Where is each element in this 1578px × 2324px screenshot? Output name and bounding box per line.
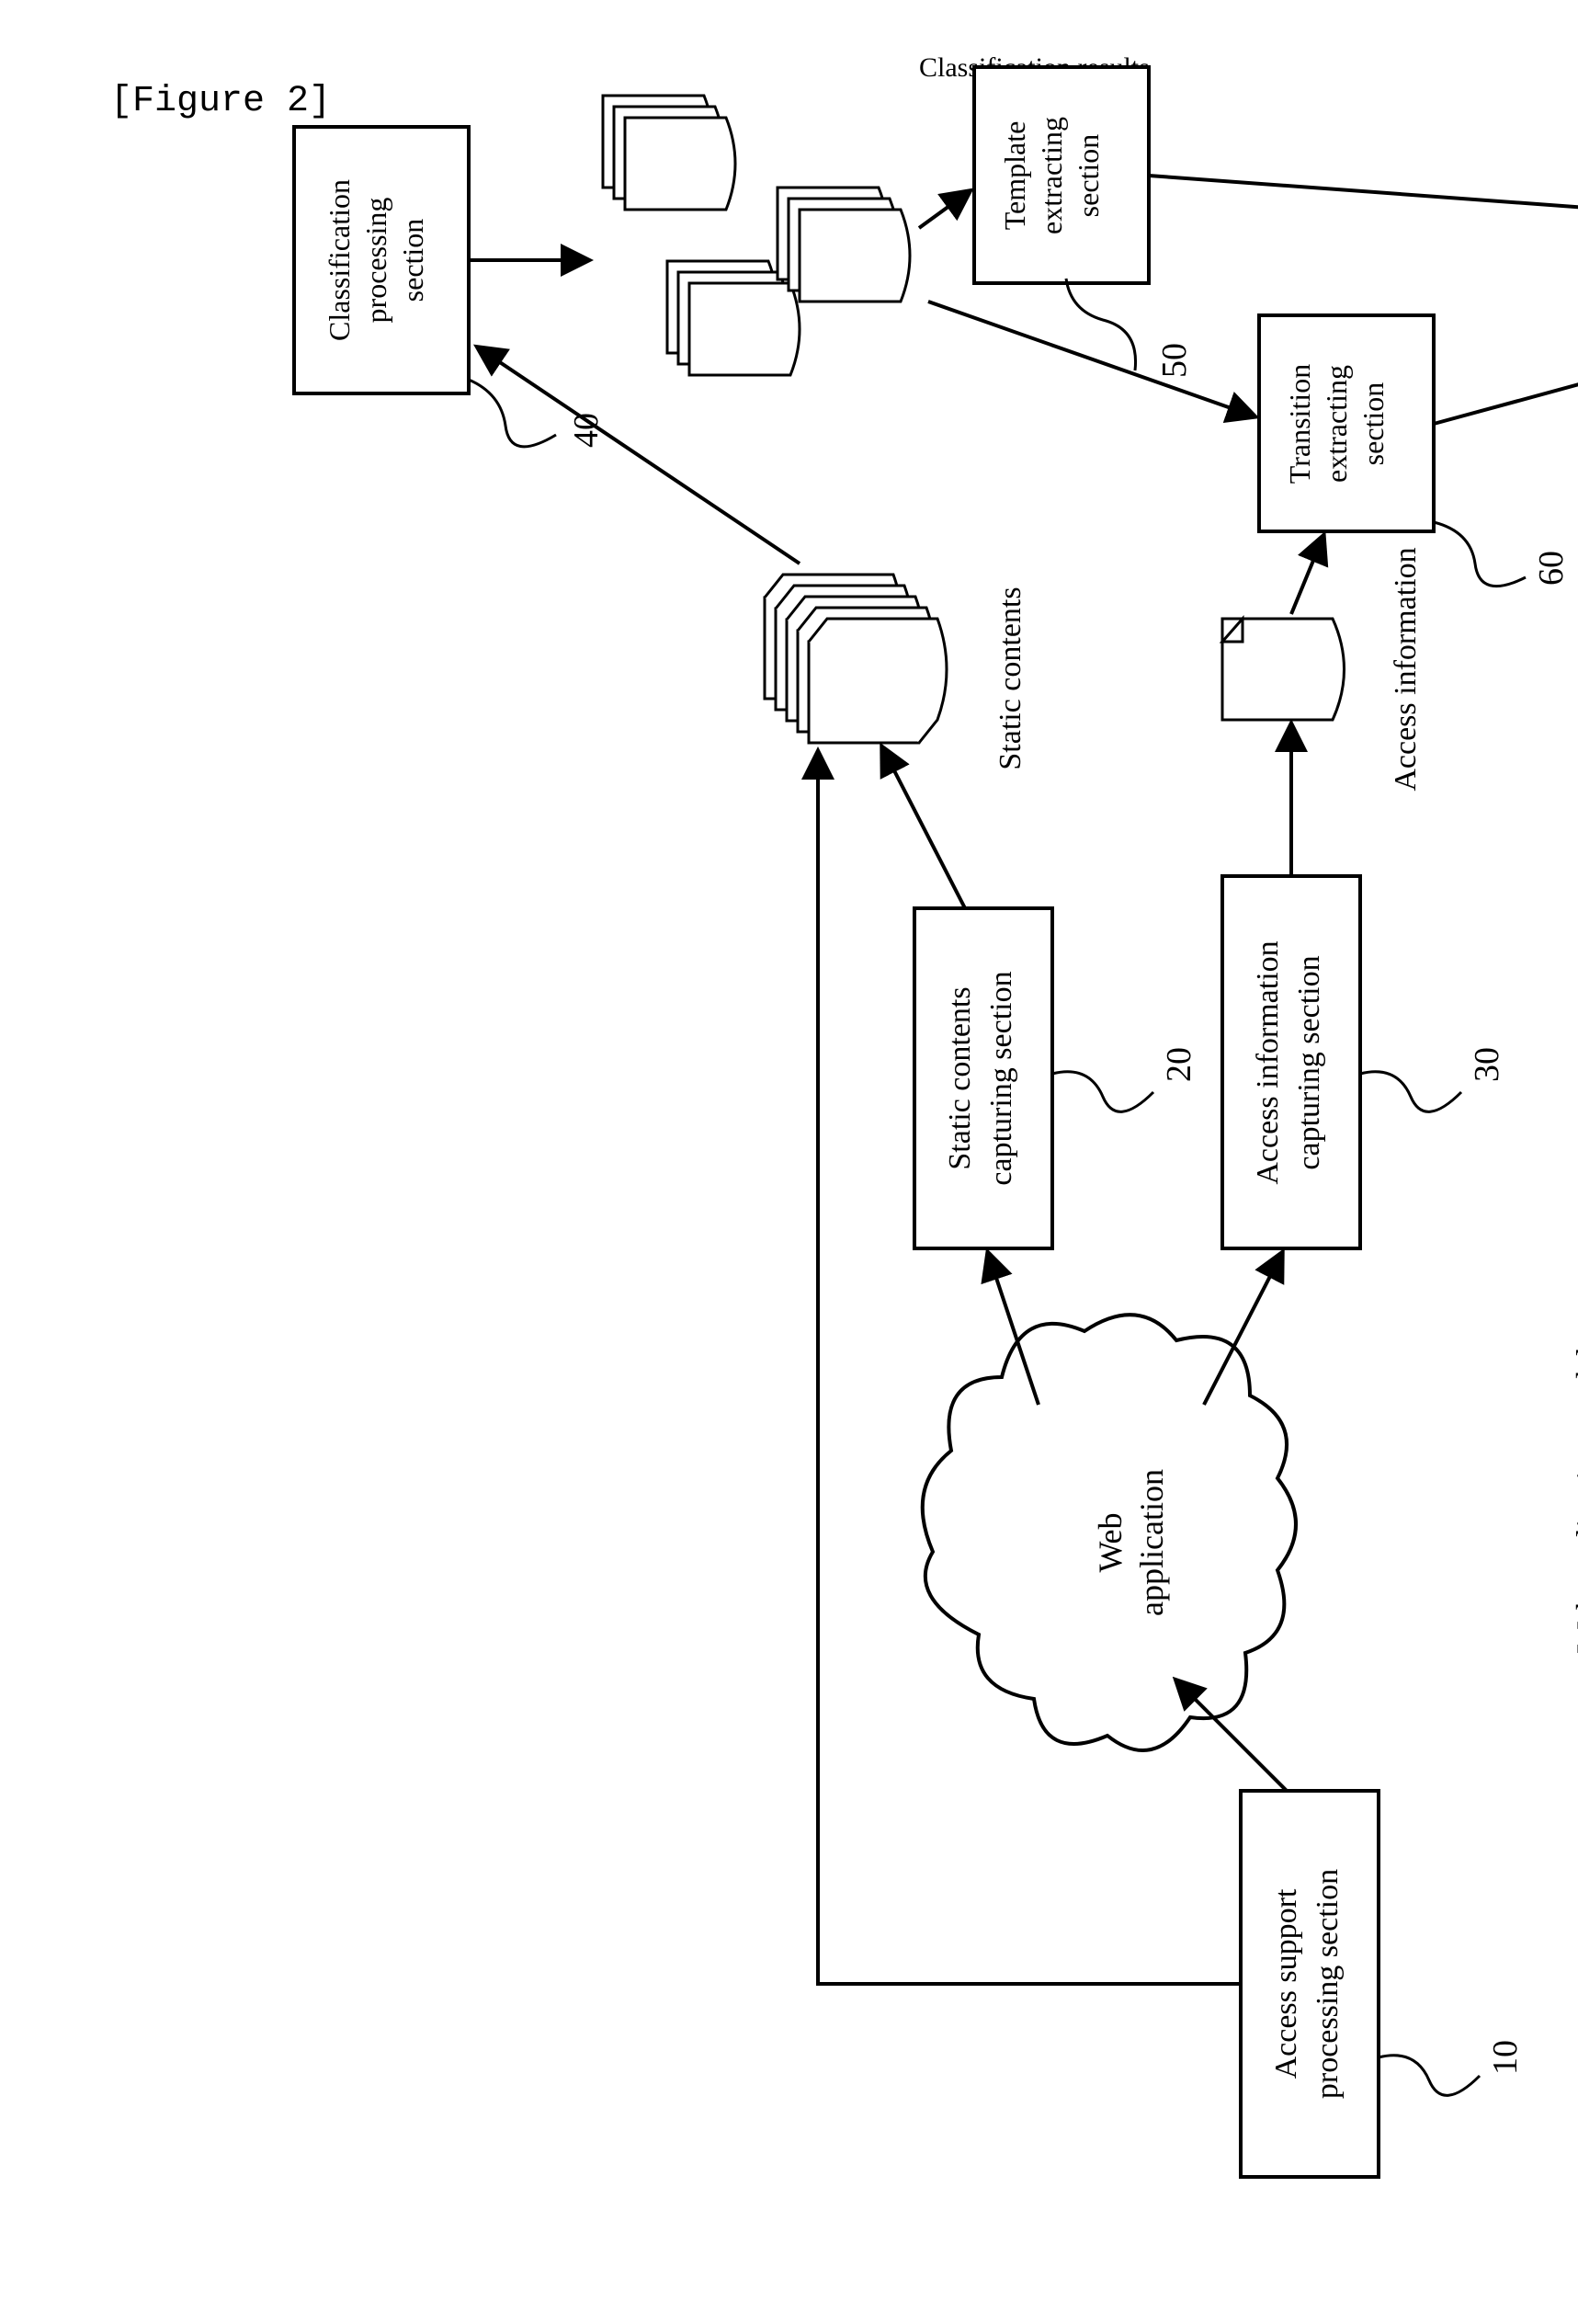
access-info-capture-box: Access information capturing section xyxy=(1222,876,1360,1248)
template-line3: section xyxy=(1072,134,1105,218)
static-capture-line1: Static contents xyxy=(943,986,977,1169)
cloud-line1: Web xyxy=(1092,1512,1129,1572)
transition-line2: extracting xyxy=(1320,365,1353,483)
static-capture-line2: capturing section xyxy=(984,971,1018,1185)
leader-50 xyxy=(1066,279,1136,370)
leader-60 xyxy=(1434,522,1526,587)
num-30: 30 xyxy=(1468,1047,1506,1082)
access-info-label: Access information xyxy=(1389,547,1423,791)
template-box: Template extracting section xyxy=(974,67,1149,283)
transition-line3: section xyxy=(1357,382,1390,466)
arrow-results-to-60 xyxy=(928,302,1254,416)
num-50: 50 xyxy=(1155,343,1194,378)
static-contents-label: Static contents xyxy=(993,587,1027,769)
classif-line3: section xyxy=(396,219,429,302)
classification-box: Classification processing section xyxy=(294,127,469,393)
leader-30 xyxy=(1360,1072,1461,1112)
static-contents-stack xyxy=(765,575,947,743)
web-application-cloud: Web application xyxy=(923,1315,1296,1750)
aic-line1: Access information xyxy=(1251,940,1285,1184)
access-support-line2: processing section xyxy=(1311,1869,1345,2099)
access-info-page xyxy=(1222,619,1345,720)
arrow-20-to-stack xyxy=(882,747,965,908)
classif-line1: Classification xyxy=(323,179,356,341)
access-support-line1: Access support xyxy=(1269,1888,1303,2079)
results-stack-3 xyxy=(778,188,910,302)
arrow-stack-to-40 xyxy=(478,347,800,564)
transition-box: Transition extracting section xyxy=(1259,315,1434,531)
arrow-page-to-60 xyxy=(1291,536,1323,614)
static-capture-box: Static contents capturing section xyxy=(914,908,1052,1248)
arrow-50-to-70 xyxy=(1149,176,1578,210)
leader-10 xyxy=(1379,2056,1480,2096)
arrow-results-to-50 xyxy=(919,191,970,228)
num-10: 10 xyxy=(1486,2040,1525,2075)
model-title: Web application model xyxy=(1570,1347,1578,1653)
transition-line1: Transition xyxy=(1283,364,1316,484)
aic-line2: capturing section xyxy=(1292,955,1326,1169)
template-line1: Template xyxy=(998,121,1031,231)
arrow-60-to-70 xyxy=(1434,375,1578,424)
figure-label: [Figure 2] xyxy=(110,81,331,122)
num-20: 20 xyxy=(1160,1047,1198,1082)
classif-line2: processing xyxy=(359,198,392,324)
template-line2: extracting xyxy=(1035,117,1068,234)
web-app-model-panel: Web application model Dynamic contents S… xyxy=(1570,807,1578,1680)
num-60: 60 xyxy=(1532,551,1571,586)
access-support-box: Access support processing section xyxy=(1241,1791,1379,2177)
results-stack-2 xyxy=(603,96,735,210)
leader-20 xyxy=(1052,1072,1153,1112)
cloud-line2: application xyxy=(1133,1469,1170,1616)
